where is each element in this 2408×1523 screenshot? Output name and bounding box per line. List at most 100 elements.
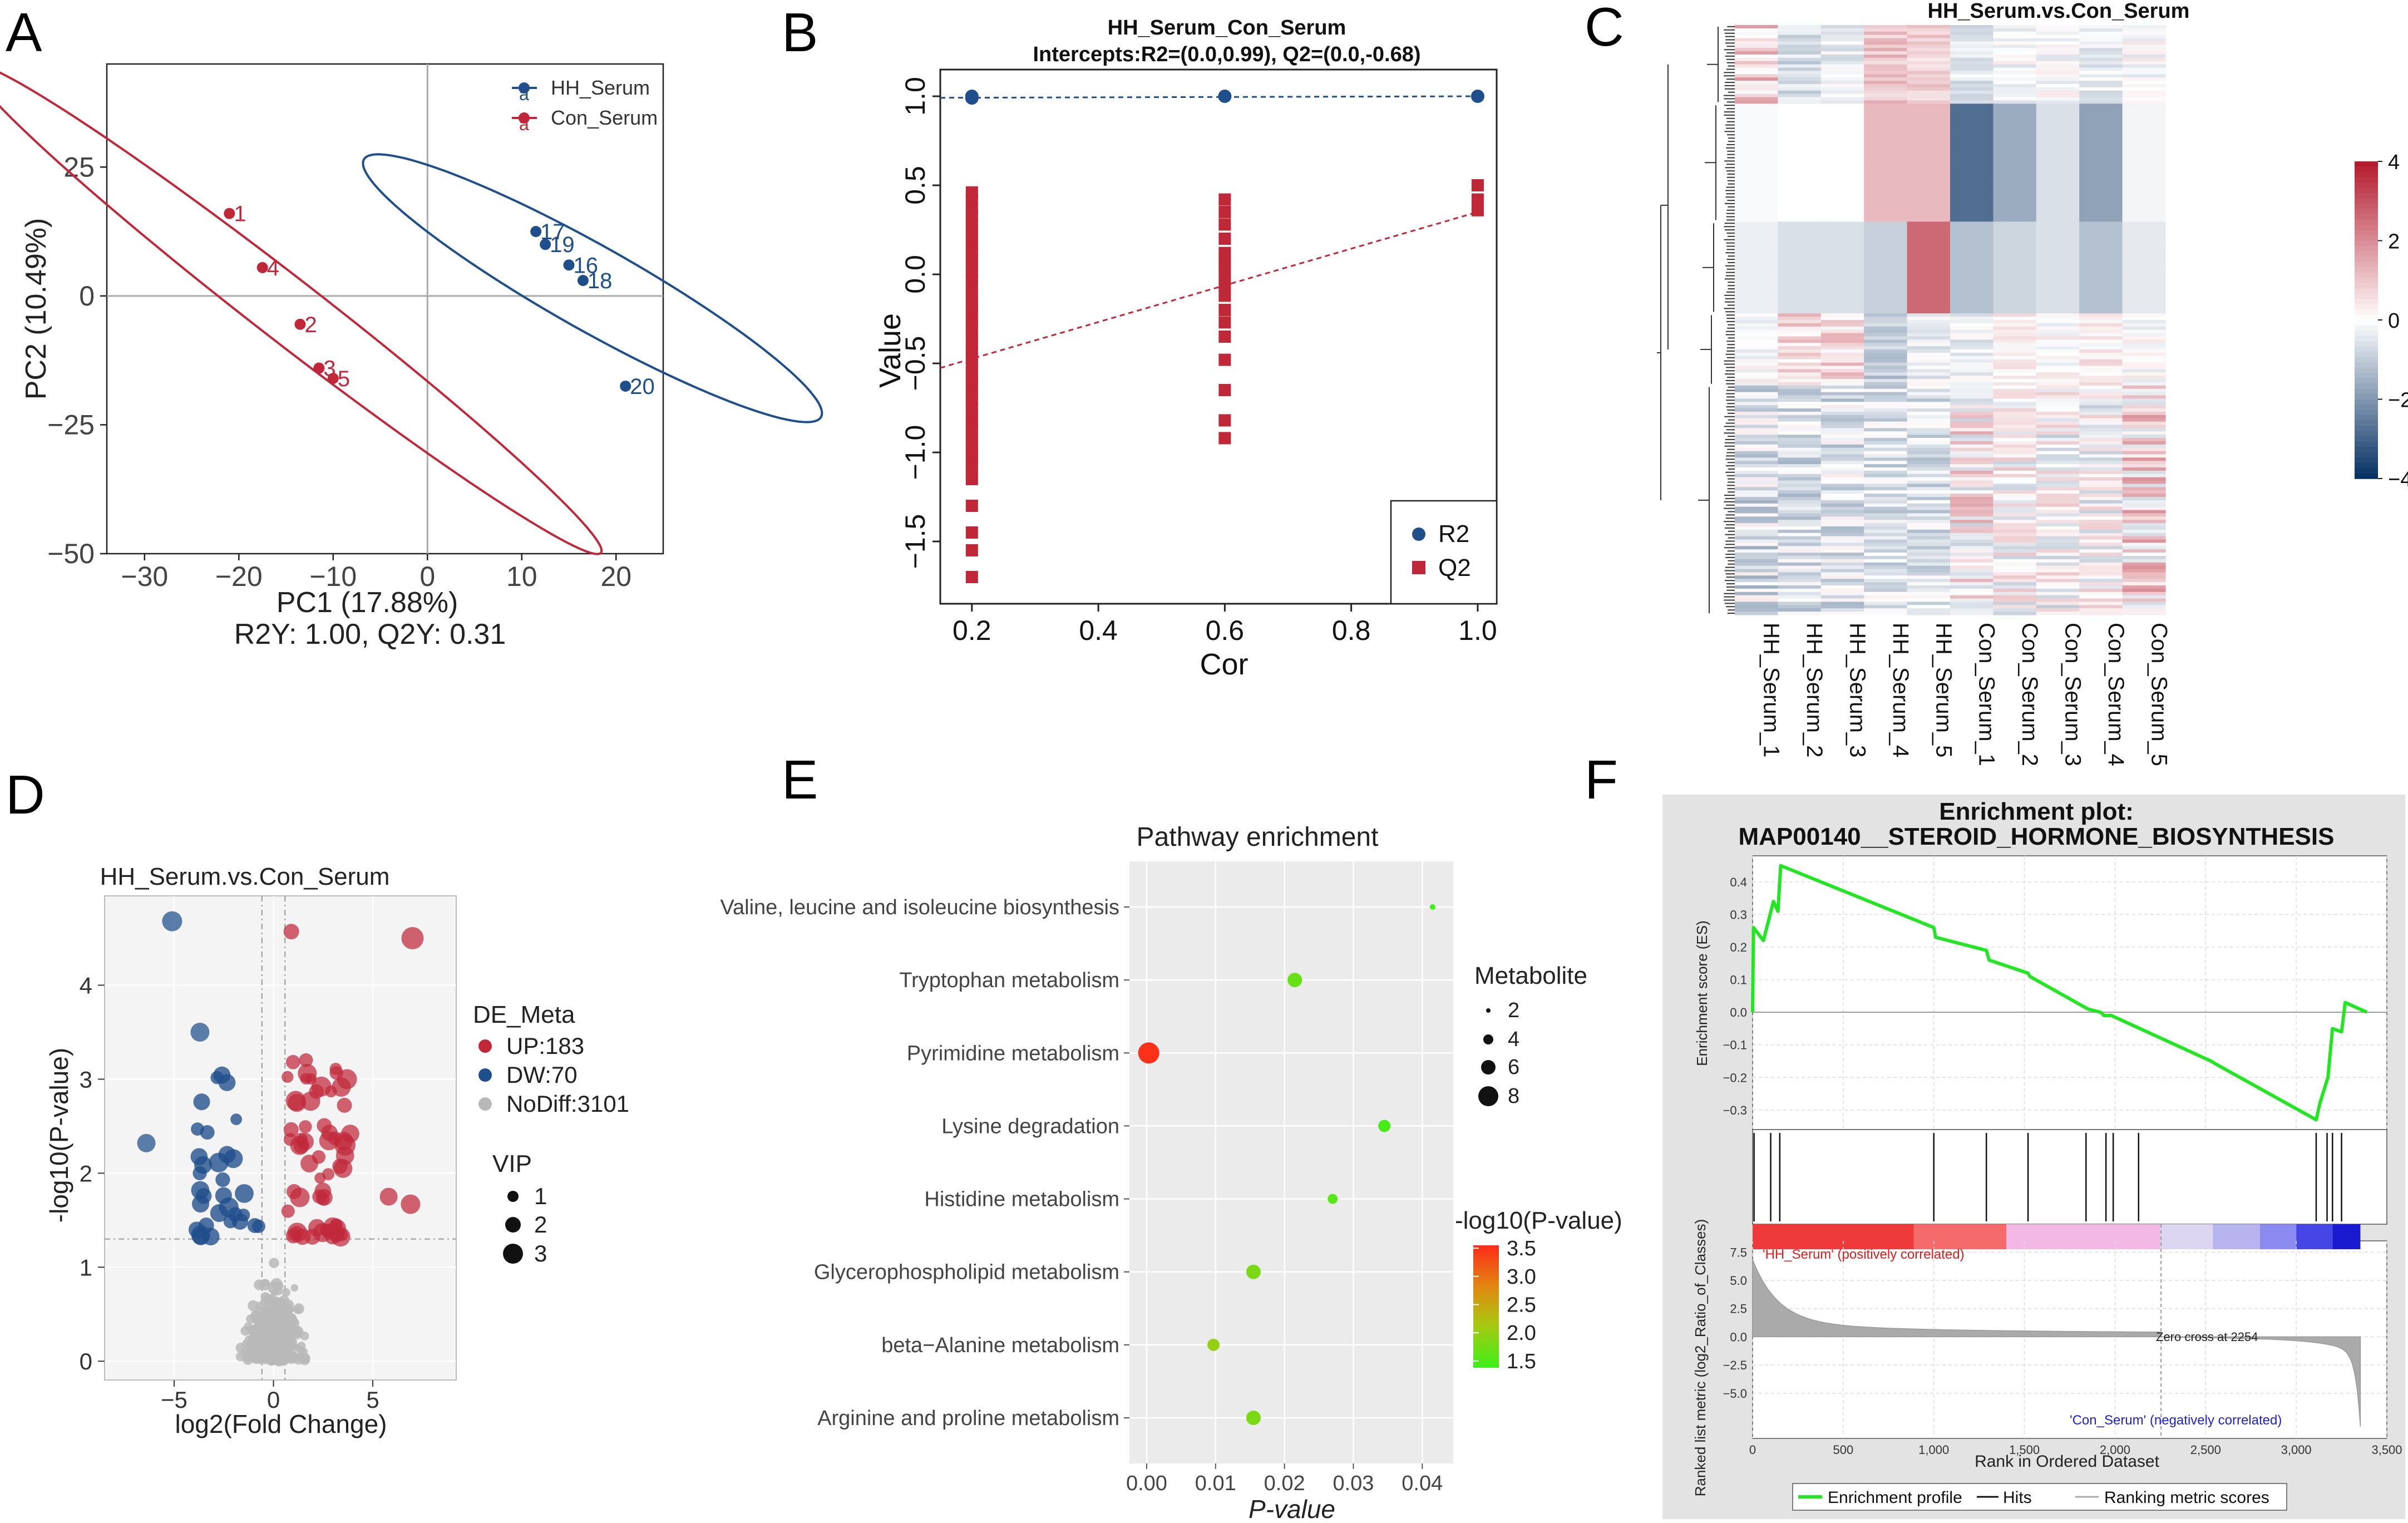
heatmap-cell — [2079, 323, 2123, 327]
pathway-point — [1429, 904, 1435, 910]
heatmap-cell — [1864, 310, 1908, 314]
heatmap-cell — [2122, 421, 2166, 426]
heatmap-cell — [2036, 166, 2080, 170]
heatmap-cell — [1820, 605, 1864, 609]
heatmap-cell — [1864, 490, 1908, 494]
heatmap-cell — [1778, 146, 1822, 150]
es-y-tick-label: 0.0 — [1730, 1006, 1747, 1019]
heatmap-cell — [2036, 57, 2080, 62]
heatmap-cell — [1950, 228, 1993, 232]
heatmap-cell — [2036, 513, 2080, 517]
heatmap-cell — [1907, 447, 1951, 452]
heatmap-cell — [1864, 215, 1908, 219]
heatmap-cell — [1864, 100, 1908, 104]
heatmap-cell — [2036, 516, 2080, 520]
heatmap-cell — [1993, 329, 2037, 334]
heatmap-cell — [2036, 61, 2080, 65]
heatmap-cell — [1950, 120, 1993, 124]
heatmap-cell — [2122, 277, 2166, 281]
heatmap-cell — [1820, 244, 1864, 249]
heatmap-cell — [1864, 464, 1908, 468]
heatmap-cell — [1993, 523, 2037, 527]
panel-letter-d: D — [6, 764, 45, 825]
up-point — [329, 1228, 344, 1243]
heatmap-cell — [1735, 34, 1778, 39]
heatmap-cell — [2122, 280, 2166, 284]
heatmap-cell — [2079, 45, 2123, 48]
heatmap-cell — [1907, 225, 1951, 229]
es-y-tick-label: −0.1 — [1723, 1038, 1747, 1052]
heatmap-cell — [1993, 388, 2037, 393]
heatmap-cell — [1735, 270, 1778, 275]
q2-fit-line — [940, 211, 1478, 369]
q2-point — [1218, 268, 1231, 280]
heatmap-cell — [1993, 195, 2037, 199]
ranking-metric-area — [1752, 1259, 2361, 1427]
heatmap-cell — [1950, 526, 1993, 530]
heatmap-cell — [1820, 549, 1864, 553]
x-tick-label: 0.03 — [1333, 1472, 1374, 1495]
pathway-point — [1378, 1120, 1391, 1132]
heatmap-cell — [1735, 267, 1778, 272]
panel-e-pathway-enrichment: Pathway enrichment 0.00 0.01 0.02 0.03 0.04V… — [720, 822, 1622, 1523]
heatmap-cell — [1820, 218, 1864, 222]
heatmap-cell — [1993, 267, 2037, 272]
heatmap-cell — [1907, 343, 1951, 347]
heatmap-cell — [1778, 366, 1822, 369]
confidence-ellipse-hh — [362, 153, 823, 423]
heatmap-cell — [2036, 372, 2080, 376]
heatmap-cell — [2122, 352, 2166, 357]
heatmap-cell — [2036, 484, 2080, 487]
ranked-color-bar-segment — [2332, 1224, 2361, 1249]
heatmap-cell — [1993, 48, 2037, 52]
heatmap-cell — [1950, 107, 1993, 111]
heatmap-cell — [1950, 588, 1993, 593]
heatmap-cell — [1864, 523, 1908, 527]
heatmap-cell — [1950, 487, 1993, 491]
heatmap-cell — [2122, 520, 2166, 524]
heatmap-cell — [1950, 162, 1993, 166]
y-tick-label: 0.0 — [900, 255, 931, 294]
heatmap-cell — [2122, 274, 2166, 278]
heatmap-cell — [1907, 425, 1951, 428]
heatmap-cell — [2036, 595, 2080, 599]
heatmap-cell — [2036, 366, 2080, 369]
heatmap-cell — [1950, 415, 1993, 419]
heatmap-cell — [1778, 592, 1822, 596]
heatmap-cell — [1820, 536, 1864, 540]
es-y-tick-label: 0.3 — [1730, 908, 1747, 921]
heatmap-cell — [1864, 159, 1908, 163]
heatmap-cell — [2036, 55, 2080, 58]
q2-point — [965, 500, 978, 512]
heatmap-cell — [1735, 549, 1778, 553]
heatmap-cell — [2036, 156, 2080, 160]
heatmap-cell — [2079, 588, 2123, 593]
heatmap-cell — [1778, 379, 1822, 383]
heatmap-cell — [1950, 388, 1993, 393]
heatmap-cell — [1993, 261, 2037, 265]
heatmap-cell — [1907, 565, 1951, 570]
heatmap-cell — [1993, 539, 2037, 544]
heatmap-cell — [2036, 202, 2080, 206]
heatmap-cell — [1993, 77, 2037, 81]
heatmap-cell — [1778, 152, 1822, 157]
heatmap-cell — [1778, 87, 1822, 91]
heatmap-cell — [1735, 149, 1778, 154]
heatmap-cell — [1864, 356, 1908, 360]
heatmap-cell — [1778, 48, 1822, 52]
heatmap-cell — [2036, 457, 2080, 461]
heatmap-cell — [1778, 300, 1822, 304]
heatmap-cell — [1820, 274, 1864, 278]
legend-vip-2-label: 2 — [534, 1211, 547, 1238]
heatmap-cell — [1993, 457, 2037, 461]
heatmap-cell — [2122, 398, 2166, 402]
heatmap-cell — [1735, 303, 1778, 308]
heatmap-cell — [1993, 90, 2037, 95]
colorbar-segment — [2355, 383, 2378, 390]
down-point — [215, 1172, 230, 1187]
legend-hits-label: Hits — [2003, 1489, 2032, 1507]
heatmap-cell — [2122, 64, 2166, 68]
heatmap-cell — [1993, 451, 2037, 455]
heatmap-cell — [2079, 329, 2123, 334]
